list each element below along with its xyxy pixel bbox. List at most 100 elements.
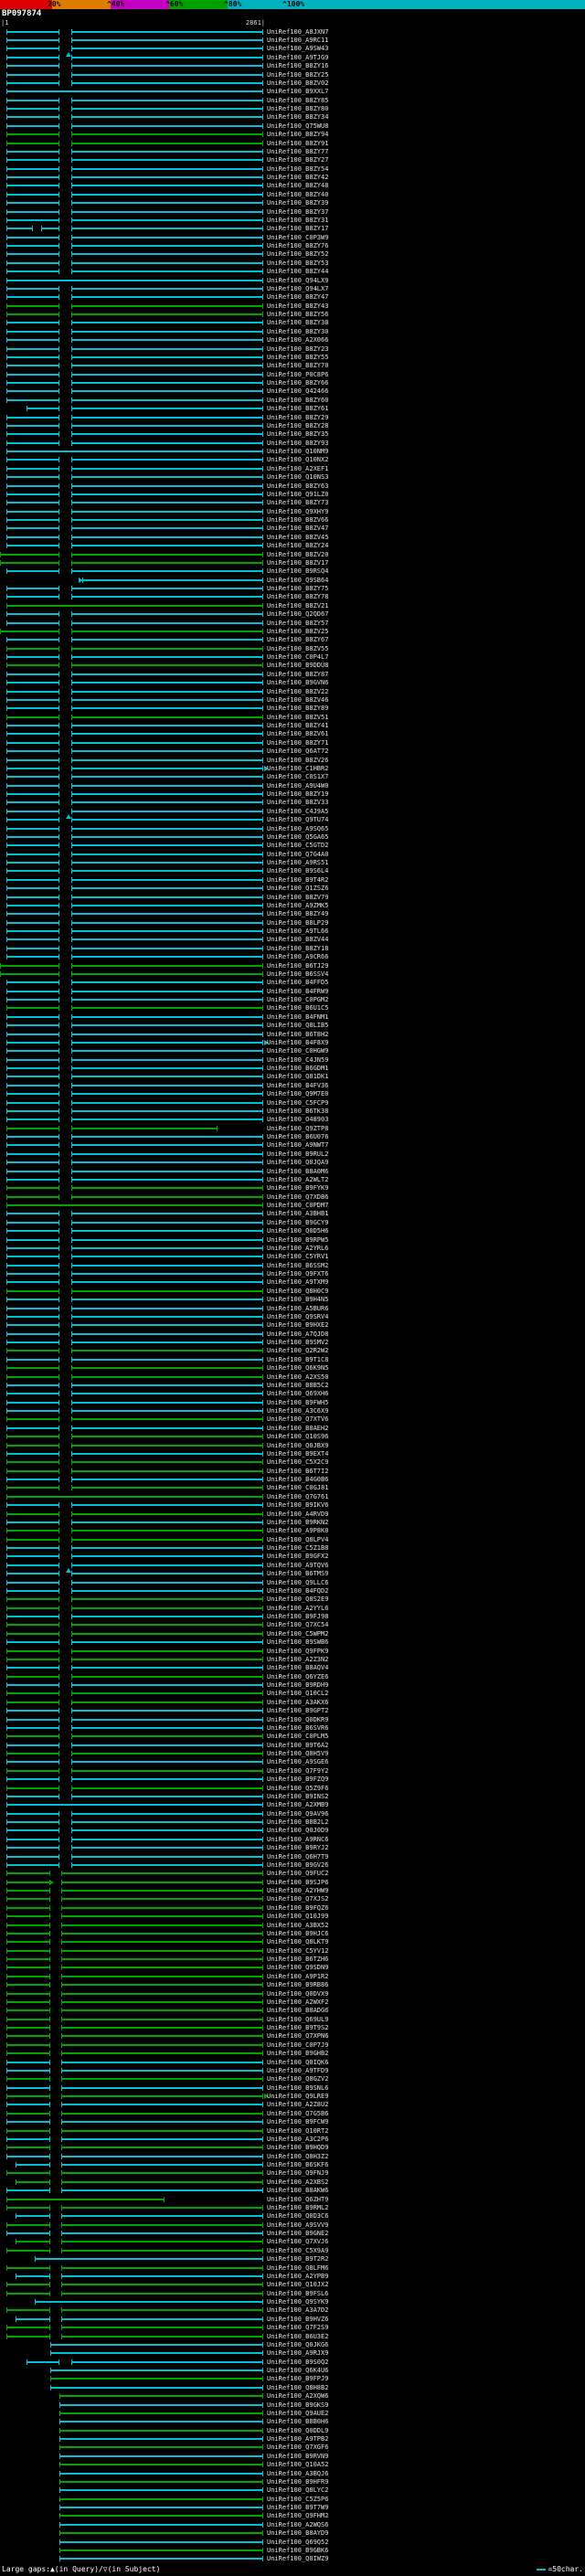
hit-row[interactable]: UniRef100_B8ZY70 <box>0 362 585 370</box>
hit-row[interactable]: UniRef100_B8ZV61 <box>0 730 585 738</box>
hit-label[interactable]: UniRef100_A9SVV9 <box>267 2221 329 2229</box>
hit-row[interactable]: UniRef100_B8B2L2 <box>0 1818 585 1826</box>
hit-row[interactable]: UniRef100_A9TPB2 <box>0 2434 585 2443</box>
hit-label[interactable]: UniRef100_B9GKS9 <box>267 2401 329 2409</box>
hit-row[interactable]: UniRef100_Q91LZ0 <box>0 490 585 498</box>
hit-label[interactable]: UniRef100_Q9SDN9 <box>267 1964 329 1972</box>
hit-label[interactable]: UniRef100_B8ZY37 <box>267 207 329 216</box>
hit-label[interactable]: UniRef100_C0PDM7 <box>267 1202 329 1210</box>
hit-row[interactable]: UniRef100_Q69XH6 <box>0 1390 585 1398</box>
hit-label[interactable]: UniRef100_B6U1C5 <box>267 1004 329 1012</box>
hit-label[interactable]: UniRef100_B8ZY18 <box>267 944 329 952</box>
hit-label[interactable]: UniRef100_Q0J0D9 <box>267 1827 329 1835</box>
hit-row[interactable]: UniRef100_Q1ZSZ6 <box>0 885 585 893</box>
hit-label[interactable]: UniRef100_Q7F2S9 <box>267 2324 329 2332</box>
hit-label[interactable]: UniRef100_A9TFD9 <box>267 2066 329 2074</box>
hit-label[interactable]: UniRef100_B8ZY31 <box>267 216 329 224</box>
hit-row[interactable]: UniRef100_B8ZY52 <box>0 250 585 259</box>
hit-label[interactable]: UniRef100_B9HVZ6 <box>267 2315 329 2323</box>
hit-label[interactable]: UniRef100_C5YV12 <box>267 1946 329 1955</box>
hit-row[interactable]: UniRef100_Q0JKG6 <box>0 2340 585 2348</box>
hit-row[interactable]: UniRef100_B9RML2 <box>0 2203 585 2211</box>
hit-label[interactable]: UniRef100_A9P1R2 <box>267 1972 329 1980</box>
hit-row[interactable]: UniRef100_B9HJC6 <box>0 1929 585 1937</box>
hit-label[interactable]: UniRef100_B8ZV44 <box>267 936 329 944</box>
hit-row[interactable]: UniRef100_B8ZY29 <box>0 413 585 421</box>
hit-row[interactable]: UniRef100_C1HBR2 <box>0 764 585 772</box>
hit-label[interactable]: UniRef100_B9INS2 <box>267 1792 329 1800</box>
hit-row[interactable]: UniRef100_B4G0B6 <box>0 1475 585 1483</box>
hit-row[interactable]: UniRef100_A5BUR6 <box>0 1304 585 1312</box>
hit-label[interactable]: UniRef100_B6T8H2 <box>267 1030 329 1038</box>
hit-row[interactable]: UniRef100_A9ZMK5 <box>0 901 585 909</box>
hit-row[interactable]: UniRef100_C5FCP9 <box>0 1098 585 1107</box>
hit-row[interactable]: UniRef100_B9HQD9 <box>0 2144 585 2152</box>
hit-label[interactable]: UniRef100_B9T2R2 <box>267 2255 329 2263</box>
hit-row[interactable]: UniRef100_Q0IQK6 <box>0 2058 585 2066</box>
hit-row[interactable]: UniRef100_A9RS51 <box>0 858 585 866</box>
hit-label[interactable]: UniRef100_Q10J99 <box>267 1913 329 1921</box>
hit-row[interactable]: UniRef100_B8ZY85 <box>0 96 585 104</box>
hit-row[interactable]: UniRef100_C5X9A9 <box>0 2246 585 2254</box>
hit-label[interactable]: UniRef100_C4J9A5 <box>267 807 329 815</box>
hit-row[interactable]: UniRef100_A2YPB9 <box>0 2272 585 2280</box>
hit-row[interactable]: UniRef100_B9FSL6 <box>0 2289 585 2297</box>
hit-label[interactable]: UniRef100_Q7G5B6 <box>267 2109 329 2117</box>
hit-label[interactable]: UniRef100_B4F8X9 <box>267 1038 329 1046</box>
hit-label[interactable]: UniRef100_B9FSL6 <box>267 2289 329 2297</box>
hit-row[interactable]: UniRef100_Q7XDB6 <box>0 1193 585 1201</box>
hit-label[interactable]: UniRef100_Q9FXT6 <box>267 1270 329 1278</box>
hit-label[interactable]: UniRef100_B8B2L2 <box>267 1818 329 1827</box>
hit-row[interactable]: UniRef100_B8ZY40 <box>0 190 585 198</box>
hit-label[interactable]: UniRef100_A9SQ65 <box>267 824 329 832</box>
hit-row[interactable]: UniRef100_B6GDM1 <box>0 1064 585 1072</box>
hit-label[interactable]: UniRef100_B8ZY85 <box>267 96 329 104</box>
hit-row[interactable]: UniRef100_B8ZV47 <box>0 525 585 533</box>
hit-row[interactable]: UniRef100_A7QJD8 <box>0 1330 585 1338</box>
hit-row[interactable]: UniRef100_B9FCW9 <box>0 2118 585 2126</box>
hit-row[interactable]: UniRef100_A9RJX9 <box>0 2349 585 2358</box>
hit-row[interactable]: UniRef100_Q8LPV4 <box>0 1535 585 1543</box>
hit-row[interactable]: UniRef100_B8ZY27 <box>0 156 585 164</box>
hit-label[interactable]: UniRef100_B8ZY75 <box>267 585 329 593</box>
hit-label[interactable]: UniRef100_B4FFD5 <box>267 979 329 987</box>
hit-row[interactable]: UniRef100_A3C6X9 <box>0 1406 585 1415</box>
hit-label[interactable]: UniRef100_Q5GA65 <box>267 832 329 841</box>
hit-label[interactable]: UniRef100_B8ZY89 <box>267 705 329 713</box>
hit-row[interactable]: UniRef100_A2XS50 <box>0 1373 585 1381</box>
hit-label[interactable]: UniRef100_A3C2P6 <box>267 2135 329 2143</box>
hit-label[interactable]: UniRef100_B9S0Q2 <box>267 2358 329 2366</box>
hit-label[interactable]: UniRef100_C5X9A9 <box>267 2246 329 2254</box>
hit-row[interactable]: UniRef100_C5Z5P6 <box>0 2495 585 2503</box>
hit-row[interactable]: UniRef100_B8ZY37 <box>0 207 585 216</box>
hit-label[interactable]: UniRef100_B9XXL7 <box>267 88 329 96</box>
hit-label[interactable]: UniRef100_B8ZV21 <box>267 601 329 610</box>
hit-label[interactable]: UniRef100_B8ZY76 <box>267 242 329 250</box>
hit-label[interactable]: UniRef100_B6U3E2 <box>267 2332 329 2340</box>
hit-label[interactable]: UniRef100_B6T7I2 <box>267 1467 329 1475</box>
hit-row[interactable]: UniRef100_Q8LYC2 <box>0 2486 585 2495</box>
hit-label[interactable]: UniRef100_B9GNE2 <box>267 2230 329 2238</box>
hit-label[interactable]: UniRef100_B9RPW5 <box>267 1235 329 1244</box>
hit-label[interactable]: UniRef100_B9S6L4 <box>267 867 329 875</box>
hit-label[interactable]: UniRef100_B9HXE2 <box>267 1321 329 1330</box>
hit-label[interactable]: UniRef100_B8ZY19 <box>267 790 329 799</box>
hit-label[interactable]: UniRef100_Q10NS3 <box>267 473 329 482</box>
hit-label[interactable]: UniRef100_A4RVD9 <box>267 1510 329 1518</box>
hit-row[interactable]: UniRef100_C5YV12 <box>0 1946 585 1955</box>
hit-label[interactable]: UniRef100_B8ZY71 <box>267 738 329 747</box>
hit-label[interactable]: UniRef100_B8AEH2 <box>267 1424 329 1432</box>
hit-label[interactable]: UniRef100_Q7G761 <box>267 1492 329 1500</box>
hit-row[interactable]: UniRef100_A9U4W0 <box>0 781 585 790</box>
hit-row[interactable]: UniRef100_B9GVN6 <box>0 679 585 687</box>
hit-label[interactable]: UniRef100_Q0JKG6 <box>267 2340 329 2348</box>
hit-row[interactable]: UniRef100_Q8GZV2 <box>0 2075 585 2083</box>
hit-label[interactable]: UniRef100_Q2QD67 <box>267 610 329 619</box>
hit-row[interactable]: UniRef100_Q2R2W2 <box>0 1347 585 1355</box>
hit-row[interactable]: UniRef100_Q0JBX9 <box>0 1441 585 1449</box>
hit-row[interactable]: UniRef100_A9NWT7 <box>0 1141 585 1150</box>
hit-row[interactable]: UniRef100_B8ZV25 <box>0 627 585 635</box>
hit-row[interactable]: UniRef100_Q7G761 <box>0 1492 585 1500</box>
hit-row[interactable]: UniRef100_A3BQJ6 <box>0 2469 585 2477</box>
hit-row[interactable]: UniRef100_Q7G5B6 <box>0 2109 585 2117</box>
